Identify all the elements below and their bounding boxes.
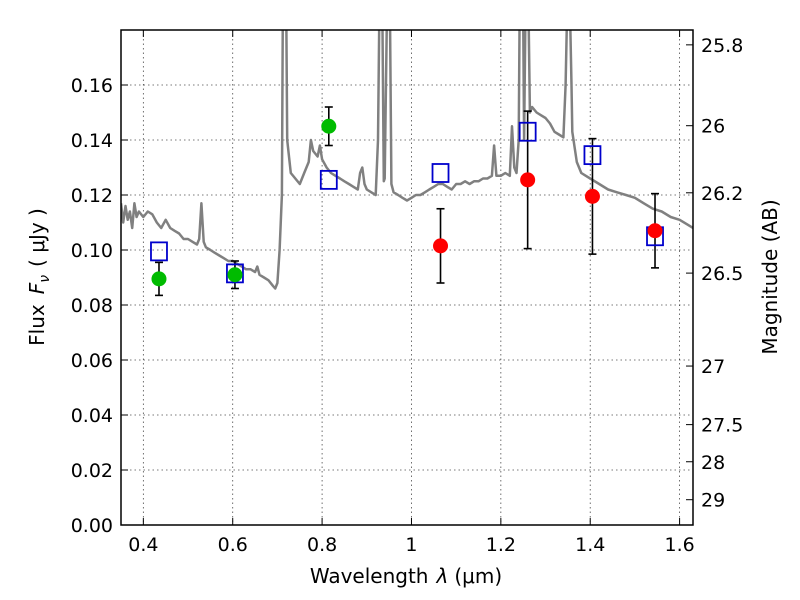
y-tick-label: 0.02 xyxy=(71,460,113,482)
y-tick-label: 0.10 xyxy=(71,240,113,262)
x-tick-label: 0.4 xyxy=(128,534,158,556)
red-data-point xyxy=(520,172,536,188)
y2-tick-label: 26 xyxy=(701,116,725,138)
y2-tick-label: 27.5 xyxy=(701,415,743,437)
model-square-marker xyxy=(150,241,168,262)
model-spectrum-line xyxy=(121,30,693,290)
model-square-marker xyxy=(431,163,450,183)
y2-tick-label: 27 xyxy=(701,356,725,378)
x-tick-label: 1.6 xyxy=(664,534,694,556)
y-tick-label: 0.08 xyxy=(71,295,113,317)
x-axis-ticks: 0.4 0.6 0.8 1 1.2 1.4 1.6 xyxy=(128,30,695,556)
red-data-point xyxy=(433,238,449,254)
model-square-marker xyxy=(226,263,244,284)
y-axis-ticks: 0.00 0.02 0.04 0.06 0.08 0.10 0.12 0.14 0.16 xyxy=(71,75,128,537)
y2-tick-label: 25.8 xyxy=(701,35,743,57)
x-tick-label: 1.2 xyxy=(486,534,516,556)
y2-axis-ticks: 25.8 26 26.2 26.5 27 27.5 28 29 xyxy=(686,35,743,512)
y-tick-label: 0.06 xyxy=(71,350,113,372)
y-tick-label: 0.00 xyxy=(71,515,113,537)
model-square-marker xyxy=(583,145,602,166)
y2-tick-label: 26.5 xyxy=(701,263,743,285)
green-data-point xyxy=(227,267,243,283)
x-tick-label: 1.4 xyxy=(575,534,605,556)
model-square-marker xyxy=(518,121,537,142)
markers xyxy=(150,118,664,287)
y-tick-label: 0.14 xyxy=(71,130,113,152)
y-tick-label: 0.16 xyxy=(71,75,113,97)
x-tick-label: 0.6 xyxy=(218,534,248,556)
red-data-point xyxy=(647,223,663,239)
x-tick-label: 1 xyxy=(405,534,417,556)
plot-frame xyxy=(120,29,694,526)
y-axis-title: FluxFν( μJy ) xyxy=(25,208,53,346)
y-tick-label: 0.12 xyxy=(71,185,113,207)
model-square-marker xyxy=(319,169,338,190)
y2-tick-label: 26.2 xyxy=(701,183,743,205)
green-data-point xyxy=(321,118,337,134)
error-bars xyxy=(154,106,660,297)
y-tick-label: 0.04 xyxy=(71,405,113,427)
y2-tick-label: 29 xyxy=(701,490,725,512)
y2-tick-label: 28 xyxy=(701,452,725,474)
y2-axis-title: Magnitude (AB) xyxy=(758,199,782,354)
x-tick-label: 0.8 xyxy=(307,534,337,556)
plot-area xyxy=(121,30,693,297)
x-axis-title: Wavelength λ (μm) xyxy=(310,564,502,588)
green-data-point xyxy=(151,271,167,287)
red-data-point xyxy=(584,188,600,204)
